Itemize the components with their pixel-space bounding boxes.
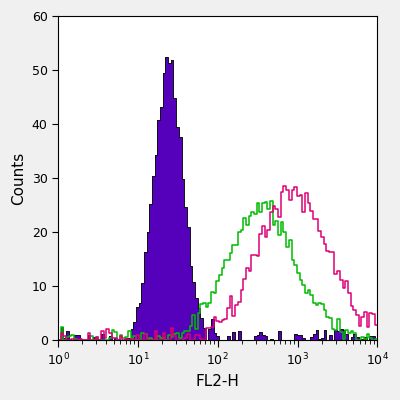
Y-axis label: Counts: Counts	[11, 151, 26, 205]
X-axis label: FL2-H: FL2-H	[196, 374, 240, 389]
